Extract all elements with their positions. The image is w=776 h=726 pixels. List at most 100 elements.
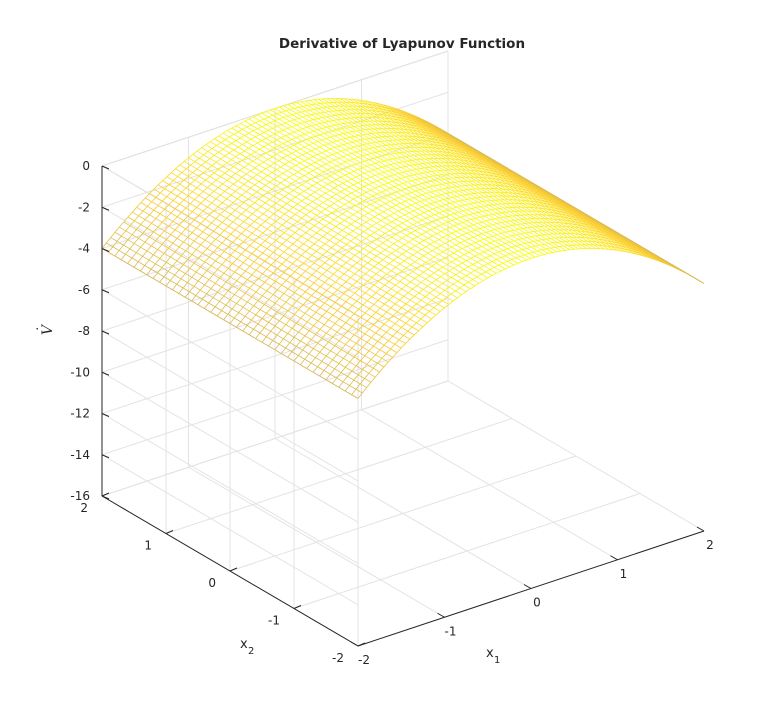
- mesh-line: [434, 212, 440, 215]
- mesh-line: [282, 170, 288, 174]
- mesh-line: [170, 187, 176, 193]
- mesh-line: [327, 181, 333, 185]
- mesh-line: [412, 303, 417, 308]
- mesh-line: [526, 258, 532, 261]
- mesh-line: [263, 144, 269, 148]
- mesh-line: [316, 247, 321, 252]
- mesh-line: [303, 204, 309, 209]
- mesh-line: [402, 181, 408, 184]
- mesh-line: [546, 247, 551, 250]
- mesh-line: [253, 128, 258, 132]
- mesh-line: [390, 163, 395, 166]
- mesh-line: [281, 301, 287, 308]
- mesh-line: [419, 212, 425, 215]
- mesh-line: [326, 266, 332, 271]
- mesh-line: [232, 280, 238, 286]
- mesh-line: [238, 241, 244, 247]
- mesh-line: [367, 259, 373, 264]
- mesh-line: [366, 176, 371, 180]
- mesh-line: [280, 179, 286, 184]
- mesh-line: [331, 179, 337, 183]
- mesh-line: [342, 210, 347, 215]
- mesh-line: [430, 190, 436, 193]
- mesh-line: [505, 253, 510, 257]
- mesh-line: [370, 201, 375, 205]
- mesh-line: [369, 248, 375, 253]
- mesh-line: [183, 195, 189, 201]
- mesh-line: [436, 217, 442, 221]
- mesh-line: [225, 276, 231, 283]
- mesh-line: [318, 254, 323, 260]
- mesh-line: [395, 108, 653, 260]
- mesh-line: [265, 181, 271, 186]
- mesh-line: [198, 191, 204, 196]
- mesh-line: [356, 258, 362, 263]
- mesh-line: [434, 200, 440, 203]
- mesh-line: [365, 204, 371, 208]
- mesh-line: [298, 283, 304, 289]
- mesh-line: [333, 216, 339, 221]
- mesh-line: [224, 169, 230, 174]
- mesh-line: [377, 277, 383, 282]
- mesh-line: [405, 175, 410, 178]
- mesh-line: [185, 245, 191, 251]
- mesh-line: [433, 286, 439, 291]
- mesh-line: [170, 208, 176, 214]
- mesh-line: [329, 187, 335, 191]
- mesh-line: [384, 299, 390, 305]
- mesh-line: [335, 206, 341, 211]
- mesh-line: [248, 116, 254, 120]
- mesh-line: [338, 381, 344, 388]
- mesh-line: [380, 266, 386, 271]
- mesh-line: [406, 232, 412, 236]
- mesh-line: [426, 180, 432, 183]
- mesh-line: [181, 168, 187, 173]
- mesh-line: [282, 155, 288, 159]
- mesh-line: [279, 105, 284, 108]
- mesh-line: [439, 188, 444, 191]
- mesh-line: [172, 195, 178, 201]
- mesh-line: [401, 156, 406, 158]
- mesh-line: [358, 266, 364, 271]
- mesh-line: [449, 252, 454, 256]
- mesh-line: [409, 197, 414, 200]
- mesh-line: [215, 214, 221, 219]
- mesh-line: [463, 281, 469, 286]
- mesh-line: [301, 197, 307, 202]
- mesh-line: [392, 352, 398, 358]
- mesh-line: [215, 234, 221, 240]
- mesh-line: [246, 170, 251, 175]
- mesh-line: [174, 224, 180, 231]
- mesh-line: [296, 102, 553, 253]
- mesh-line: [238, 284, 244, 290]
- mesh-line: [240, 249, 246, 255]
- mesh-line: [363, 262, 368, 267]
- mesh-line: [220, 172, 226, 177]
- mesh-line: [390, 323, 396, 329]
- mesh-line: [307, 295, 312, 301]
- mesh-line: [234, 289, 240, 295]
- mesh-line: [365, 288, 370, 294]
- mesh-line: [166, 212, 172, 218]
- mesh-line: [168, 221, 174, 227]
- mesh-line: [226, 194, 232, 200]
- mesh-line: [435, 189, 440, 192]
- mesh-line: [331, 209, 337, 214]
- mesh-line: [330, 114, 336, 117]
- mesh-line: [477, 233, 483, 236]
- mesh-line: [339, 237, 345, 241]
- mesh-line: [183, 215, 189, 221]
- mesh-line: [307, 254, 313, 260]
- mesh-line: [292, 221, 298, 226]
- mesh-line: [334, 297, 340, 303]
- mesh-line: [235, 125, 493, 276]
- mesh-line: [364, 308, 370, 314]
- mesh-line: [251, 314, 257, 321]
- mesh-line: [219, 295, 225, 302]
- mesh-line: [270, 281, 276, 287]
- mesh-line: [345, 159, 350, 163]
- mesh-line: [234, 206, 240, 211]
- mesh-line: [243, 257, 248, 263]
- mesh-line: [138, 256, 143, 262]
- mesh-line: [350, 220, 356, 225]
